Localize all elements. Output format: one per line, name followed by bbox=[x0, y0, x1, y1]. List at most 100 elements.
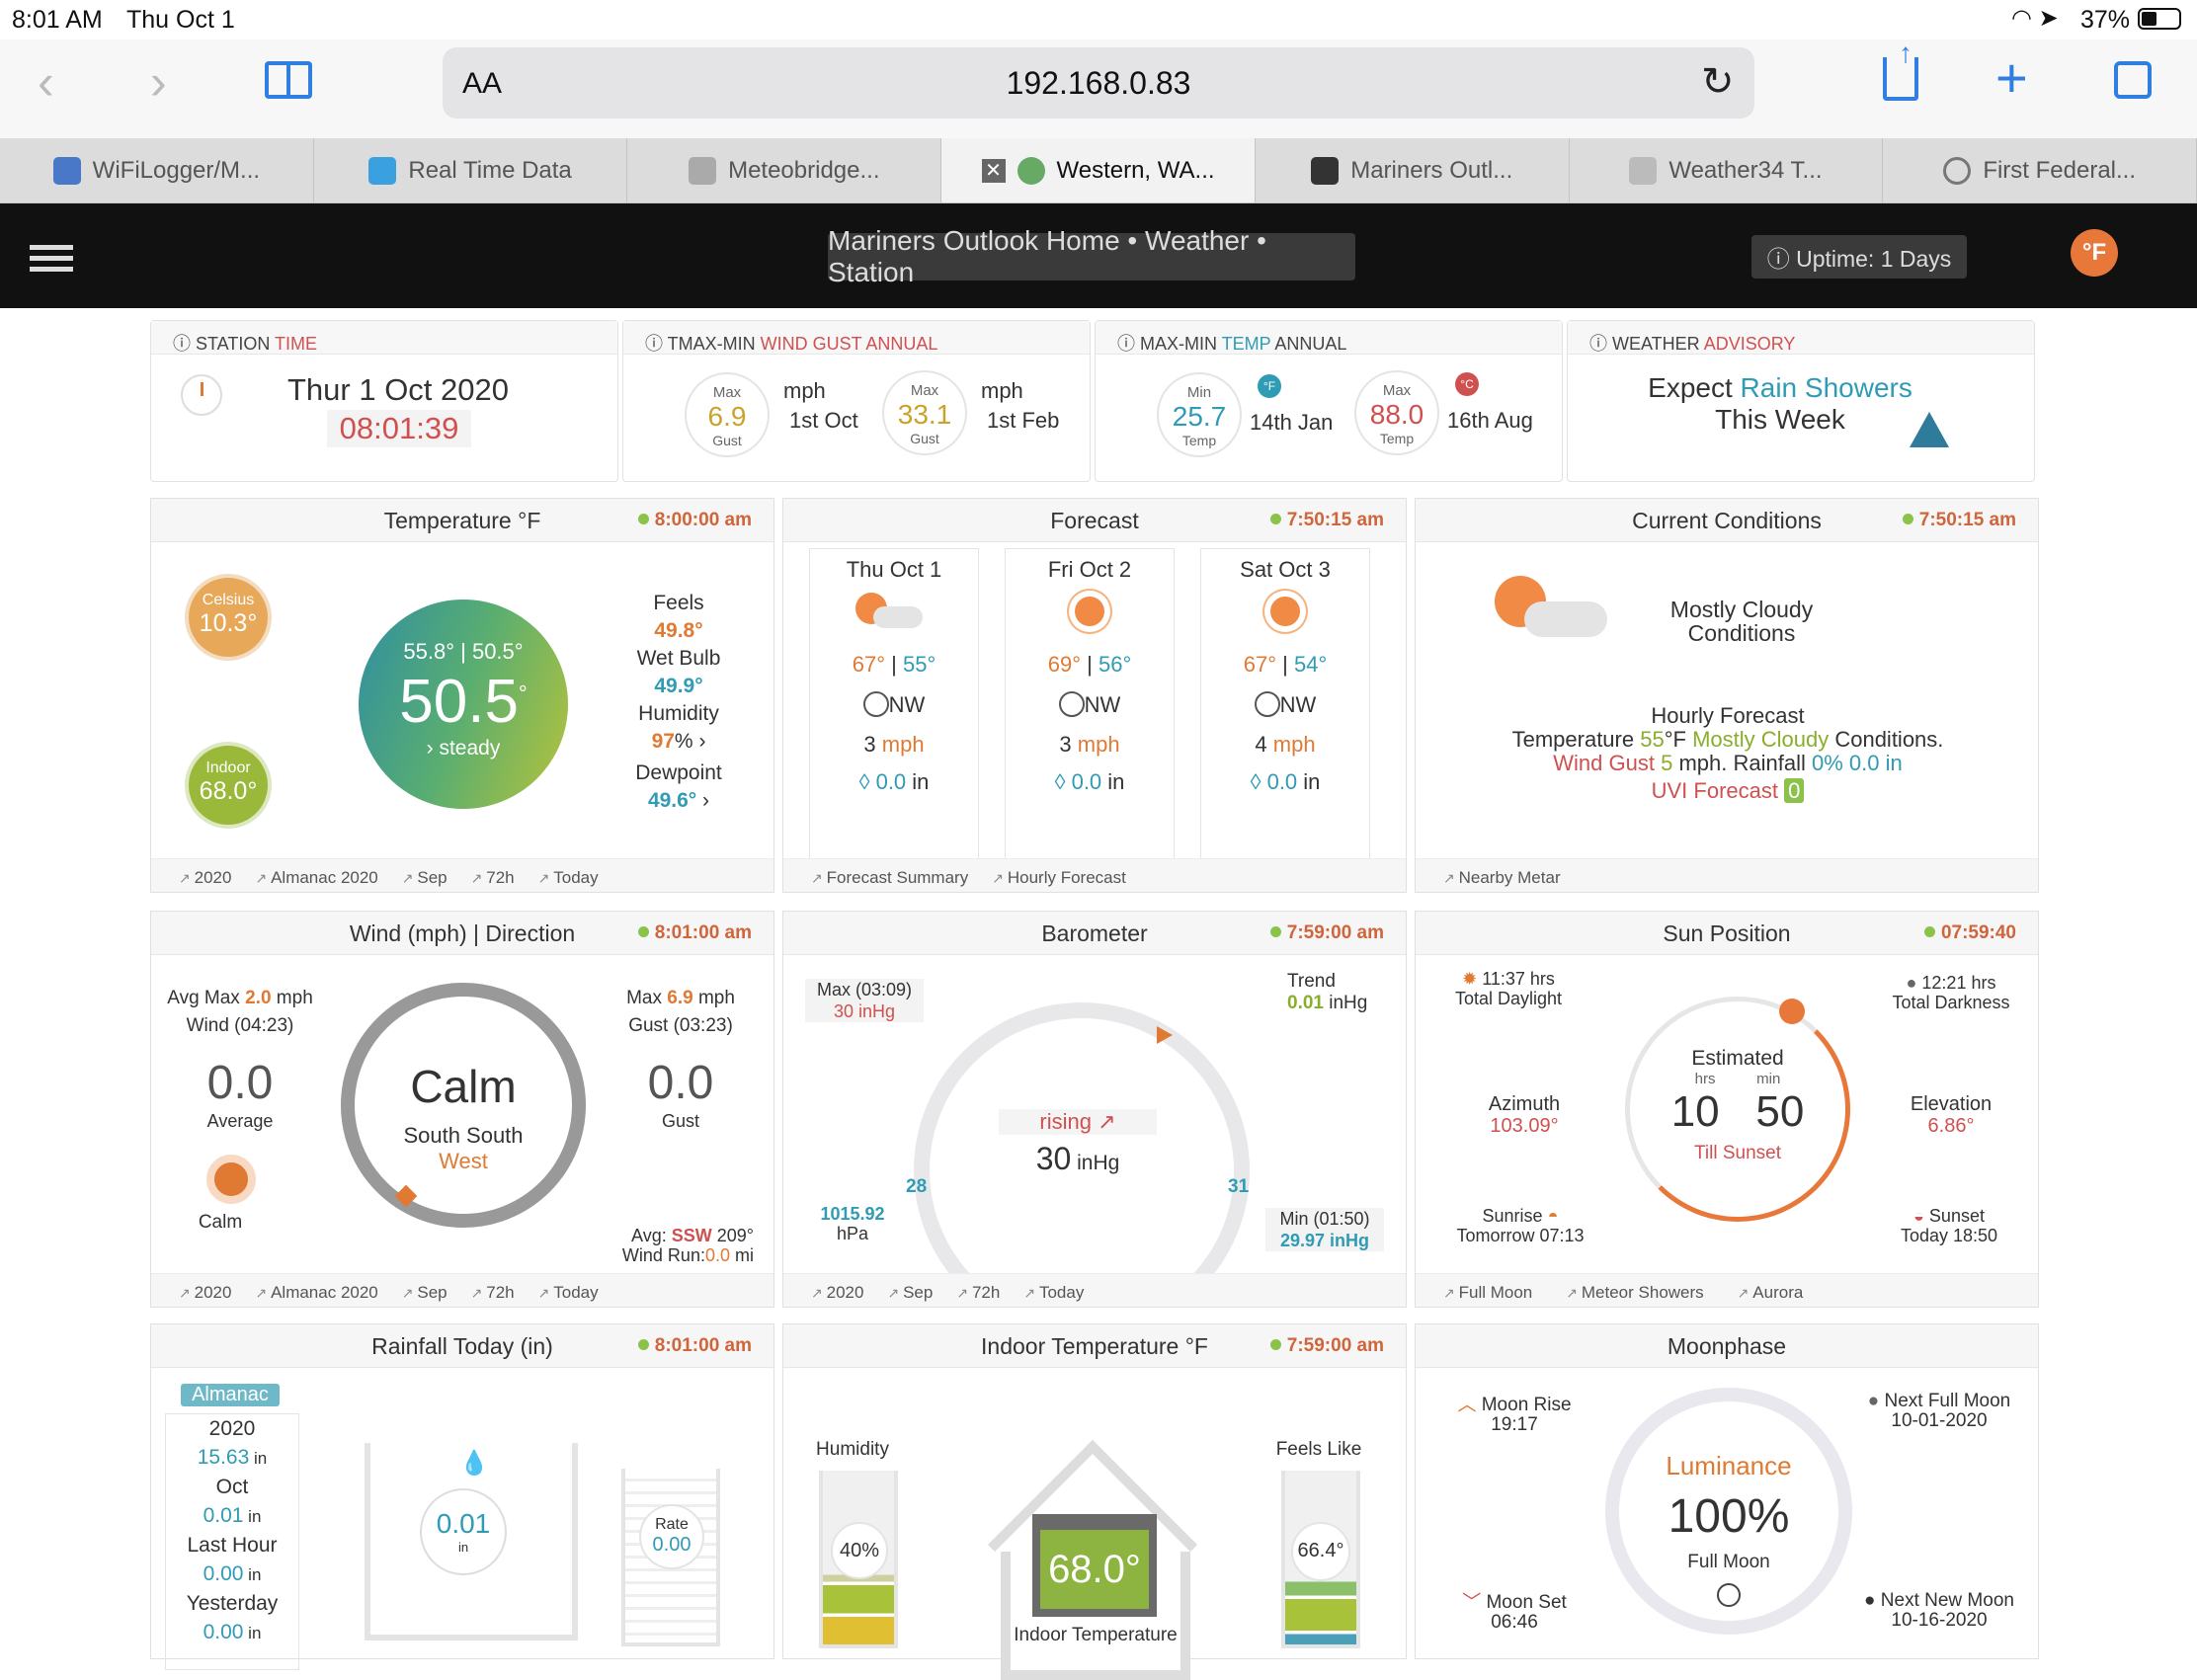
link-2020[interactable]: 2020 bbox=[179, 868, 232, 892]
barometer-panel: Barometer 7:59:00 am Max (03:09) 30 inHg T… bbox=[782, 911, 1407, 1338]
tab-western-wa[interactable]: ✕ Western, WA... bbox=[941, 138, 1256, 202]
site-title[interactable]: Mariners Outlook Home • Weather • Statio… bbox=[828, 225, 1355, 287]
moonset-icon: ﹀ bbox=[1462, 1592, 1482, 1613]
link-hourly-forecast[interactable]: Hourly Forecast bbox=[992, 868, 1126, 892]
tab-meteobridge[interactable]: Meteobridge... bbox=[627, 138, 942, 202]
close-tab-icon[interactable]: ✕ bbox=[981, 158, 1006, 183]
wind-average-value: 0.0 bbox=[206, 1057, 274, 1109]
reload-icon[interactable]: ↻ bbox=[1701, 60, 1735, 104]
share-icon[interactable]: ↑ bbox=[1883, 38, 1918, 101]
link-2020[interactable]: 2020 bbox=[811, 1283, 864, 1307]
raindrop-icon: ◊ bbox=[1250, 769, 1261, 794]
warning-icon bbox=[1910, 412, 1949, 447]
moon-icon bbox=[1717, 1583, 1741, 1607]
link-nearby-metar[interactable]: Nearby Metar bbox=[1443, 868, 1561, 892]
link-sep[interactable]: Sep bbox=[402, 1283, 447, 1307]
raindrop-icon: 💧 bbox=[459, 1450, 489, 1477]
wind-gust-value: 0.0 bbox=[647, 1057, 714, 1109]
sunset-icon: ◒ bbox=[1913, 1206, 1924, 1226]
bookmarks-icon[interactable] bbox=[265, 61, 312, 99]
temp-min-date: 14th Jan bbox=[1250, 410, 1334, 435]
weather-advisory-card: ⓘ WEATHER ADVISORY Expect Rain Showers T… bbox=[1567, 320, 2035, 482]
tab-weather34[interactable]: Weather34 T... bbox=[1570, 138, 1884, 202]
tab-real-time-data[interactable]: Real Time Data bbox=[314, 138, 628, 202]
back-icon[interactable]: ‹ bbox=[38, 54, 54, 110]
link-forecast-summary[interactable]: Forecast Summary bbox=[811, 868, 969, 892]
battery-percent: 37% bbox=[2080, 6, 2131, 34]
link-72h[interactable]: 72h bbox=[956, 1283, 1000, 1307]
link-aurora[interactable]: Aurora bbox=[1738, 1283, 1803, 1307]
fahrenheit-icon: °F bbox=[1258, 374, 1281, 398]
wifi-icon: ◠ ➤ bbox=[2011, 5, 2059, 32]
celsius-badge: Celsius 10.3° bbox=[185, 574, 272, 661]
indoor-temperature-panel: Indoor Temperature °F 7:59:00 am Humidity… bbox=[782, 1323, 1407, 1680]
wind-direction-icon bbox=[1058, 691, 1085, 717]
tabs-overview-icon[interactable] bbox=[2114, 61, 2152, 99]
tab-first-federal[interactable]: First Federal... bbox=[1883, 138, 2197, 202]
wind-panel: Wind (mph) | Direction 8:01:00 am Avg Max… bbox=[150, 911, 774, 1308]
forecast-day-3: Sat Oct 3 67° | 54° NW 4 mph ◊ 0.0 in bbox=[1200, 548, 1370, 864]
tab-favicon-icon bbox=[1943, 156, 1972, 185]
hourly-forecast-text: Hourly Forecast Temperature 55°F Mostly … bbox=[1511, 703, 1944, 803]
baro-pointer-icon bbox=[1157, 1026, 1173, 1044]
link-today[interactable]: Today bbox=[538, 1283, 598, 1307]
gust-date-2: 1st Feb bbox=[987, 408, 1060, 433]
forecast-day-1: Thu Oct 1 67° | 55° NW 3 mph ◊ 0.0 in bbox=[809, 548, 979, 864]
forecast-panel: Forecast 7:50:15 am Thu Oct 1 67° | 55° N… bbox=[782, 498, 1407, 893]
rain-gauge bbox=[365, 1443, 578, 1640]
dark-dot-icon: ● bbox=[1906, 973, 1917, 993]
link-almanac[interactable]: Almanac 2020 bbox=[255, 1283, 378, 1307]
temp-max-ring: Max 88.0 Temp bbox=[1354, 370, 1439, 455]
unit-toggle-button[interactable]: °F bbox=[2071, 229, 2118, 277]
status-date: Thu Oct 1 bbox=[126, 6, 235, 34]
sun-marker-icon bbox=[1779, 999, 1805, 1024]
new-tab-icon[interactable]: + bbox=[1995, 46, 2028, 109]
link-meteor-showers[interactable]: Meteor Showers bbox=[1566, 1283, 1704, 1307]
menu-icon[interactable] bbox=[30, 245, 73, 250]
link-almanac[interactable]: Almanac 2020 bbox=[255, 868, 378, 892]
battery-icon bbox=[2138, 8, 2181, 30]
uptime-badge: ⓘ Uptime: 1 Days bbox=[1751, 235, 1967, 279]
full-moon-dot-icon: ● bbox=[1867, 1391, 1880, 1411]
browser-tabs: WiFiLogger/M... Real Time Data Meteobrid… bbox=[0, 138, 2197, 203]
almanac-button[interactable]: Almanac bbox=[181, 1384, 280, 1406]
clock-icon bbox=[181, 374, 222, 416]
link-today[interactable]: Today bbox=[1023, 1283, 1084, 1307]
link-sep[interactable]: Sep bbox=[887, 1283, 933, 1307]
status-time: 8:01 AM bbox=[12, 6, 103, 34]
rain-rate-bar bbox=[621, 1469, 720, 1646]
tab-mariners-outlook[interactable]: Mariners Outl... bbox=[1256, 138, 1570, 202]
tab-favicon-icon bbox=[52, 156, 81, 185]
raindrop-icon: ◊ bbox=[858, 769, 870, 794]
tab-wifilogger[interactable]: WiFiLogger/M... bbox=[0, 138, 314, 202]
tab-favicon-icon bbox=[368, 156, 397, 185]
browser-toolbar: ‹ › AA 192.168.0.83 ↻ ↑ + bbox=[0, 38, 2197, 138]
reader-aa-button[interactable]: AA bbox=[462, 67, 503, 100]
temp-min-ring: Min 25.7 Temp bbox=[1157, 372, 1242, 457]
temperature-dial: 55.8° | 50.5° 50.5° › steady bbox=[359, 600, 568, 809]
link-2020[interactable]: 2020 bbox=[179, 1283, 232, 1307]
wind-direction-icon bbox=[1254, 691, 1280, 717]
tab-favicon-icon bbox=[1311, 156, 1340, 185]
indoor-temp-display: 68.0° bbox=[1032, 1514, 1157, 1617]
link-full-moon[interactable]: Full Moon bbox=[1443, 1283, 1533, 1307]
link-sep[interactable]: Sep bbox=[402, 868, 447, 892]
station-date: Thur 1 Oct 2020 bbox=[286, 372, 509, 407]
forecast-day-2: Fri Oct 2 69° | 56° NW 3 mph ◊ 0.0 in bbox=[1005, 548, 1175, 864]
wind-direction-icon bbox=[862, 691, 889, 717]
site-header: Mariners Outlook Home • Weather • Statio… bbox=[0, 203, 2197, 308]
link-today[interactable]: Today bbox=[538, 868, 598, 892]
wind-compass: Calm South South West bbox=[341, 983, 586, 1228]
current-conditions-panel: Current Conditions 7:50:15 am Mostly Clou… bbox=[1415, 498, 2039, 893]
calm-icon bbox=[206, 1155, 256, 1204]
url-text[interactable]: 192.168.0.83 bbox=[1006, 65, 1191, 101]
forecast-links: Forecast Summary Hourly Forecast bbox=[783, 858, 1406, 892]
link-72h[interactable]: 72h bbox=[471, 868, 514, 892]
address-bar[interactable]: AA 192.168.0.83 ↻ bbox=[443, 47, 1754, 119]
partly-cloudy-icon bbox=[810, 583, 978, 652]
link-72h[interactable]: 72h bbox=[471, 1283, 514, 1307]
sunny-icon bbox=[1006, 583, 1174, 652]
forward-icon[interactable]: › bbox=[150, 54, 167, 110]
moonphase-panel: Moonphase ︿ Moon Rise 19:17 ﹀ Moon Set 06:… bbox=[1415, 1323, 2039, 1659]
temp-max-date: 16th Aug bbox=[1447, 408, 1533, 433]
